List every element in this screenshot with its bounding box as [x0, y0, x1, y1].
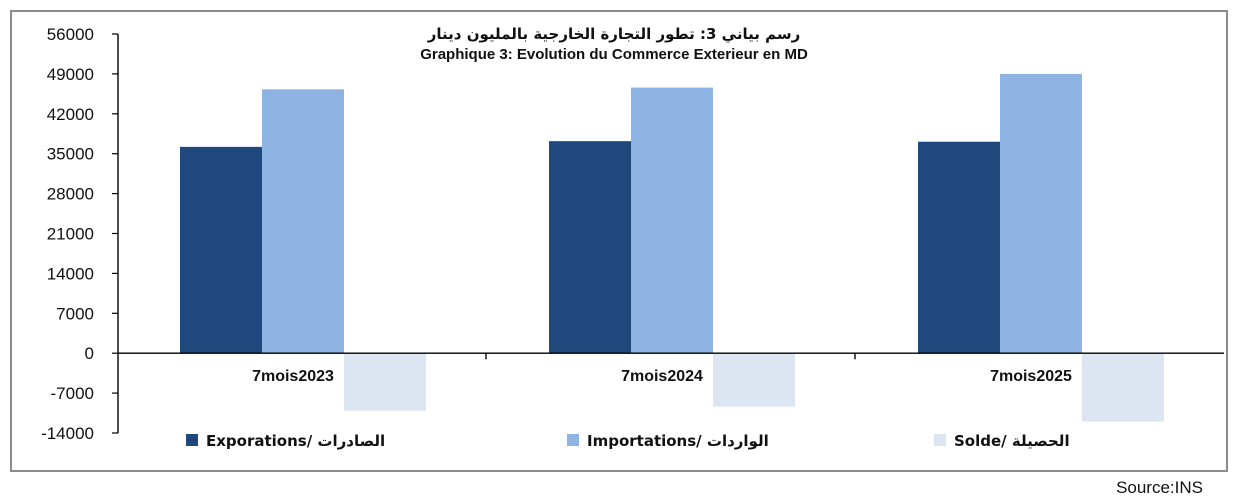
y-tick-label: 21000 — [47, 225, 94, 244]
bar-2-2 — [631, 87, 713, 354]
legend-swatch-2 — [567, 434, 579, 446]
y-axis: 56000 49000 42000 35000 28000 21000 14000 7000 0… — [41, 25, 119, 443]
bar-1-2 — [549, 141, 631, 354]
legend-label-3: Solde/ الحصيلة — [954, 432, 1070, 450]
legend-label-2: Importations/ الواردات — [587, 432, 769, 450]
y-tick-label: 14000 — [47, 264, 94, 283]
bar-1-3 — [918, 141, 1000, 354]
y-tick-label: 56000 — [47, 25, 94, 44]
y-tick-label: 42000 — [47, 105, 94, 124]
legend-swatch-1 — [186, 434, 198, 446]
bars — [180, 73, 1164, 422]
bar-2-1 — [262, 89, 344, 354]
y-tick-label: 35000 — [47, 145, 94, 164]
x-tick-label: 7mois2023 — [252, 368, 334, 385]
bar-3-1 — [344, 353, 426, 411]
bar-1-1 — [180, 146, 262, 354]
x-axis: 7mois2023 7mois2024 7mois2025 — [118, 352, 1224, 385]
y-tick-label: 0 — [85, 344, 94, 363]
chart-title-fr: Graphique 3: Evolution du Commerce Exter… — [420, 46, 808, 63]
legend: Exporations/ الصادرات Importations/ الوار… — [186, 432, 1070, 450]
y-tick-label: 49000 — [47, 65, 94, 84]
y-tick-label: -14000 — [41, 424, 94, 443]
bar-2-3 — [1000, 73, 1082, 354]
source-note: Source:INS — [1116, 478, 1203, 497]
x-tick-label: 7mois2024 — [621, 368, 703, 385]
legend-swatch-3 — [934, 434, 946, 446]
y-tick-label: 28000 — [47, 185, 94, 204]
y-tick-label: 7000 — [56, 304, 94, 323]
bar-3-3 — [1082, 353, 1164, 422]
x-tick-label: 7mois2025 — [990, 368, 1072, 385]
legend-label-1: Exporations/ الصادرات — [206, 432, 385, 450]
chart-title-ar: رسم بياني 3: تطور التجارة الخارجية بالمل… — [427, 25, 800, 43]
bar-3-2 — [713, 353, 795, 407]
y-tick-label: -7000 — [51, 384, 94, 403]
